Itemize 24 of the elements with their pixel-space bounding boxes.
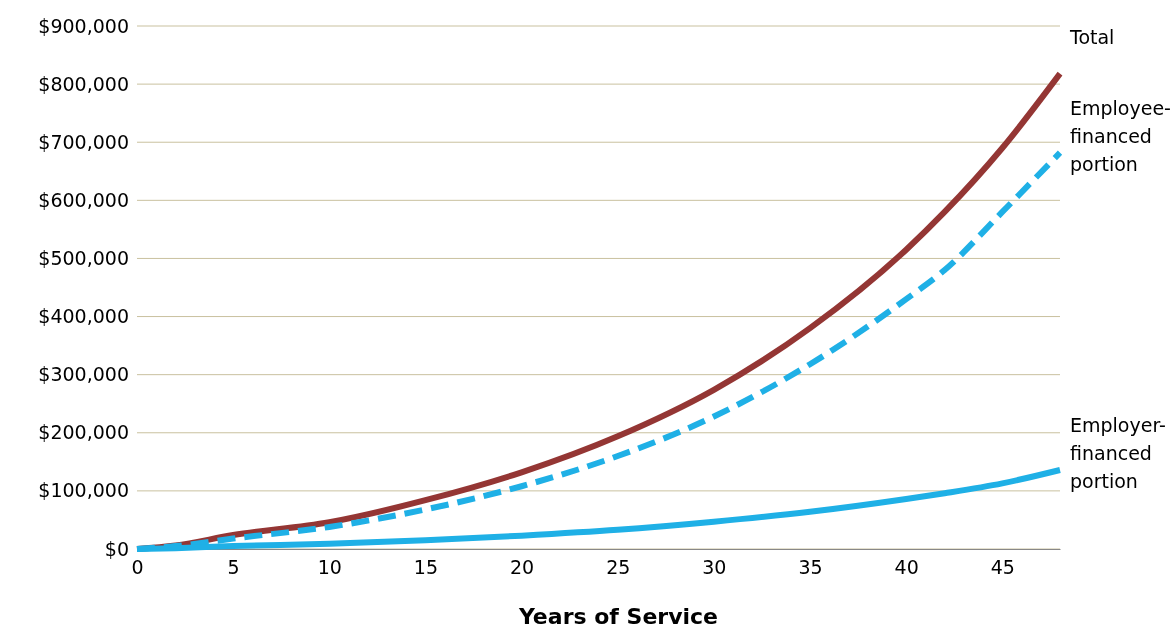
series-label: Total bbox=[1069, 25, 1115, 48]
x-tick-label: 0 bbox=[131, 556, 144, 579]
x-tick-label: 25 bbox=[606, 556, 631, 579]
y-tick-label: $800,000 bbox=[38, 72, 129, 95]
x-tick-label: 10 bbox=[317, 556, 342, 579]
y-tick-label: $200,000 bbox=[38, 421, 129, 444]
series-label: Employer-financed portion bbox=[1070, 413, 1166, 492]
x-tick-label: 20 bbox=[509, 556, 535, 579]
x-tick-label: 30 bbox=[702, 556, 727, 579]
y-tick-label: $700,000 bbox=[38, 130, 129, 153]
x-axis-title: Years of Service bbox=[517, 604, 719, 629]
y-tick-label: $400,000 bbox=[38, 305, 129, 328]
x-tick-label: 45 bbox=[990, 556, 1015, 579]
series-label: Employee-financed portion bbox=[1070, 96, 1171, 175]
x-tick-label: 5 bbox=[227, 556, 240, 579]
y-tick-label: $0 bbox=[104, 537, 129, 560]
y-tick-label: $100,000 bbox=[38, 479, 129, 502]
y-tick-label: $600,000 bbox=[38, 188, 129, 211]
x-tick-label: 35 bbox=[798, 556, 823, 579]
x-tick-label: 40 bbox=[894, 556, 919, 579]
y-tick-label: $900,000 bbox=[38, 14, 129, 37]
y-tick-label: $300,000 bbox=[38, 363, 129, 386]
y-tick-label: $500,000 bbox=[38, 247, 129, 270]
x-tick-label: 15 bbox=[413, 556, 439, 579]
